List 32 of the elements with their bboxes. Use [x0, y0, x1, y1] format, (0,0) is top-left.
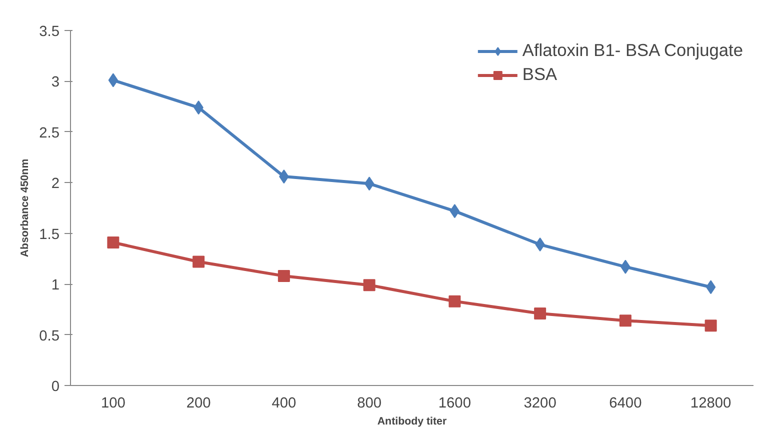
point [704, 320, 717, 332]
y-tick-label: 2.5 [39, 125, 60, 142]
x-tick-label: 1600 [438, 396, 471, 412]
y-tick-label: 0.5 [39, 328, 60, 344]
x-tick-label: 3200 [524, 396, 556, 412]
point [448, 295, 461, 308]
point [706, 280, 716, 294]
point [108, 73, 118, 88]
point [192, 256, 205, 268]
point [107, 236, 120, 248]
y-tick-label: 3 [51, 74, 60, 91]
y-tick-label: 0 [51, 379, 60, 395]
y-tick-label: 2 [51, 176, 60, 192]
x-tick-label: 12800 [690, 396, 732, 412]
x-tick-label: 6400 [609, 396, 642, 412]
y-tick-label: 1.5 [39, 226, 60, 243]
x-axis-title: Antibody titer [377, 416, 447, 428]
point [363, 279, 376, 292]
x-tick-label: 100 [100, 396, 126, 412]
point [364, 176, 374, 191]
point [619, 314, 632, 327]
y-tick-label: 1 [51, 278, 60, 294]
point [278, 270, 290, 282]
point [450, 204, 460, 218]
y-axis-title: Absorbance 450nm [19, 158, 32, 258]
x-tick-label: 800 [357, 396, 382, 412]
y-tick-label: 3.5 [39, 24, 60, 40]
point [534, 307, 546, 320]
legend-label: Aflatoxin B1- BSA Conjugate [522, 40, 743, 61]
legend-label: BSA [522, 64, 558, 85]
x-tick-label: 200 [186, 396, 211, 412]
x-tick-label: 400 [272, 396, 296, 412]
